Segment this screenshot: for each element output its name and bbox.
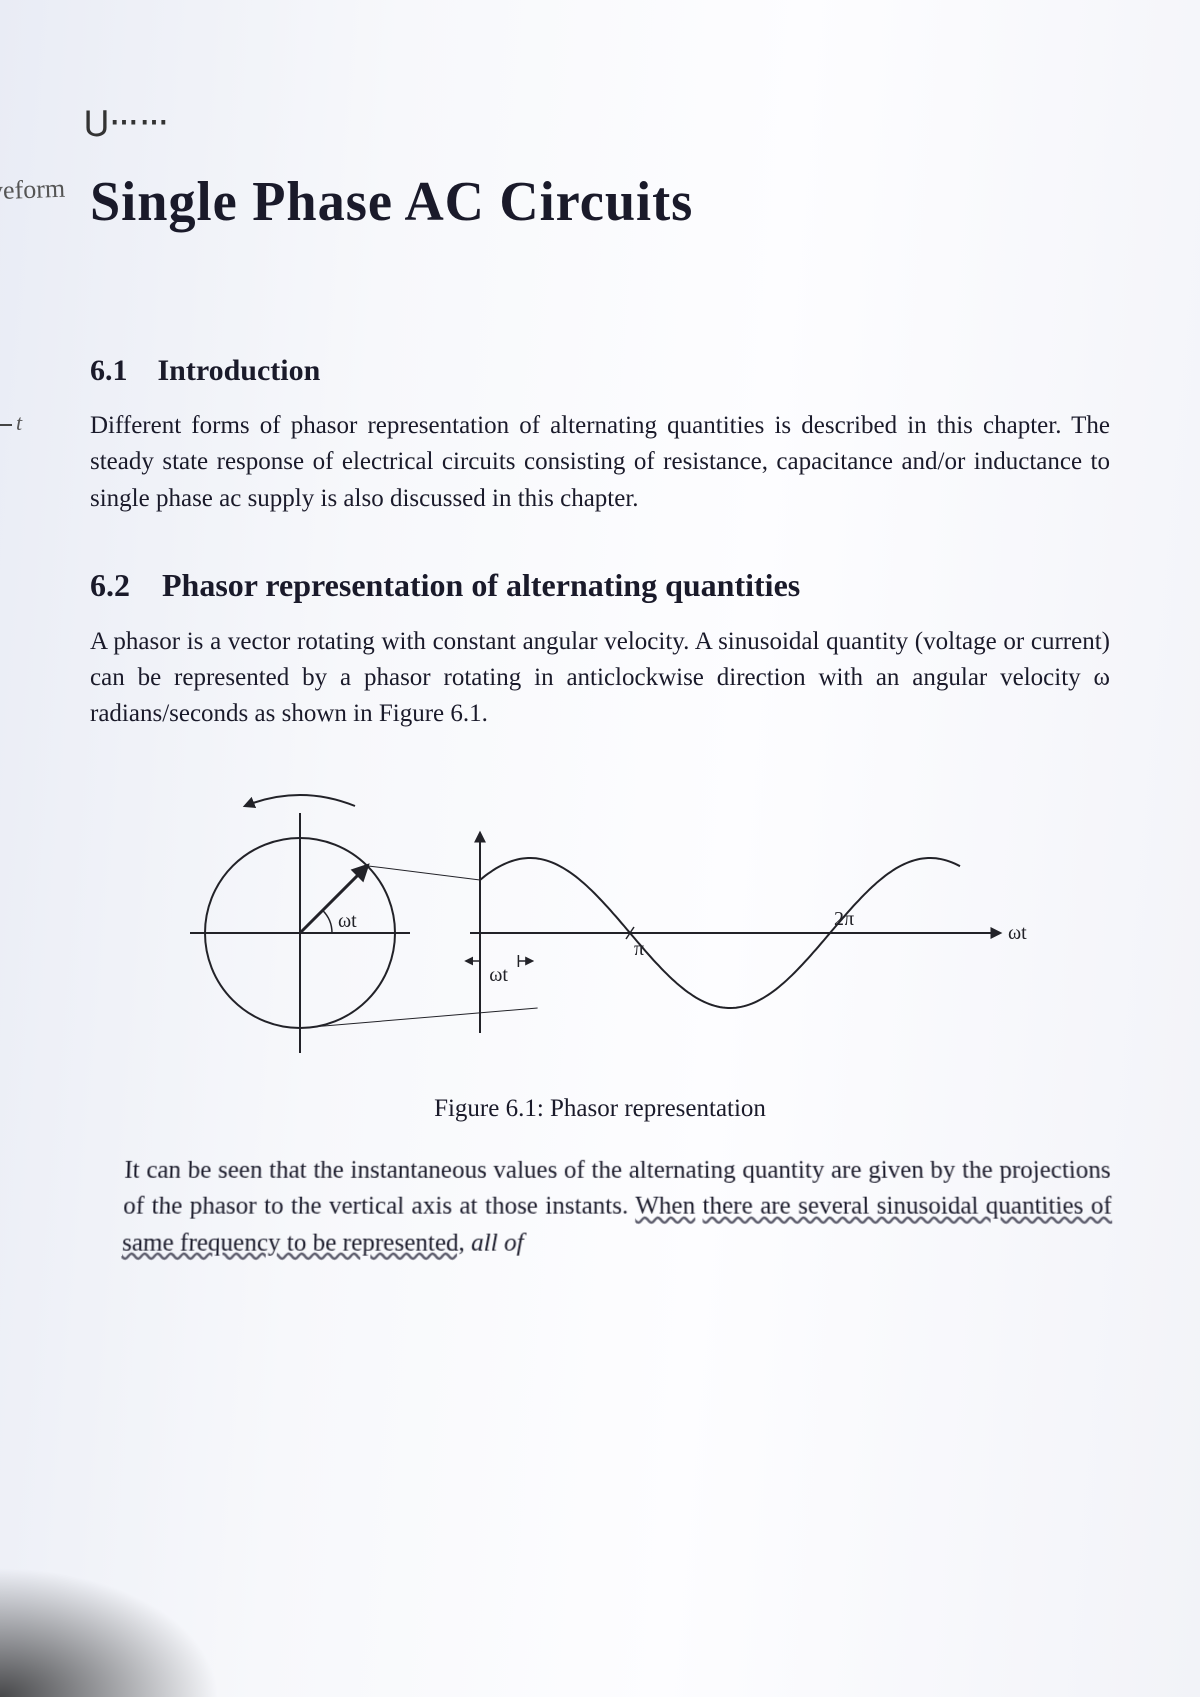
margin-fragment-t: t (0, 410, 22, 436)
closing-line3-tail: all of (465, 1229, 524, 1256)
svg-text:ωt: ωt (1008, 922, 1027, 944)
section-6-1-number: 6.1 (90, 354, 128, 387)
section-6-2-text: A phasor is a vector rotating with const… (90, 624, 1110, 733)
closing-line1: It can be seen that the instantaneous va… (124, 1156, 862, 1183)
svg-text:ωt: ωt (338, 910, 357, 932)
section-6-1-text: Different forms of phasor representation… (90, 408, 1110, 517)
textbook-page: veform t ⋃⋯⋯ Single Phase AC Circuits 6.… (0, 0, 1200, 1697)
closing-line2-underline: When (635, 1192, 695, 1219)
svg-text:ωt: ωt (489, 964, 508, 986)
section-6-2-heading: 6.2 Phasor representation of alternating… (90, 567, 1130, 604)
section-6-2-name: Phasor representation of alternating qua… (162, 567, 800, 603)
closing-paragraph: It can be seen that the instantaneous va… (122, 1153, 1114, 1261)
section-6-1-name: Introduction (158, 354, 321, 387)
chapter-title: Single Phase AC Circuits (90, 170, 1099, 234)
svg-text:2π: 2π (834, 908, 854, 930)
svg-text:π: π (634, 938, 644, 960)
chapter-label-cutoff: ⋃⋯⋯ (85, 105, 170, 139)
section-6-1-heading: 6.1 Introduction (90, 354, 1130, 388)
figure-6-1: ωt ωt ωt π 2π Figure 6.1: Phasor representat… (70, 763, 1130, 1123)
figure-6-1-caption: Figure 6.1: Phasor representation (70, 1095, 1130, 1123)
page-corner-shadow (0, 1567, 220, 1697)
margin-fragment-waveform: veform (0, 174, 66, 207)
section-6-2-number: 6.2 (90, 567, 130, 603)
phasor-diagram: ωt ωt ωt π 2π (160, 763, 1040, 1083)
